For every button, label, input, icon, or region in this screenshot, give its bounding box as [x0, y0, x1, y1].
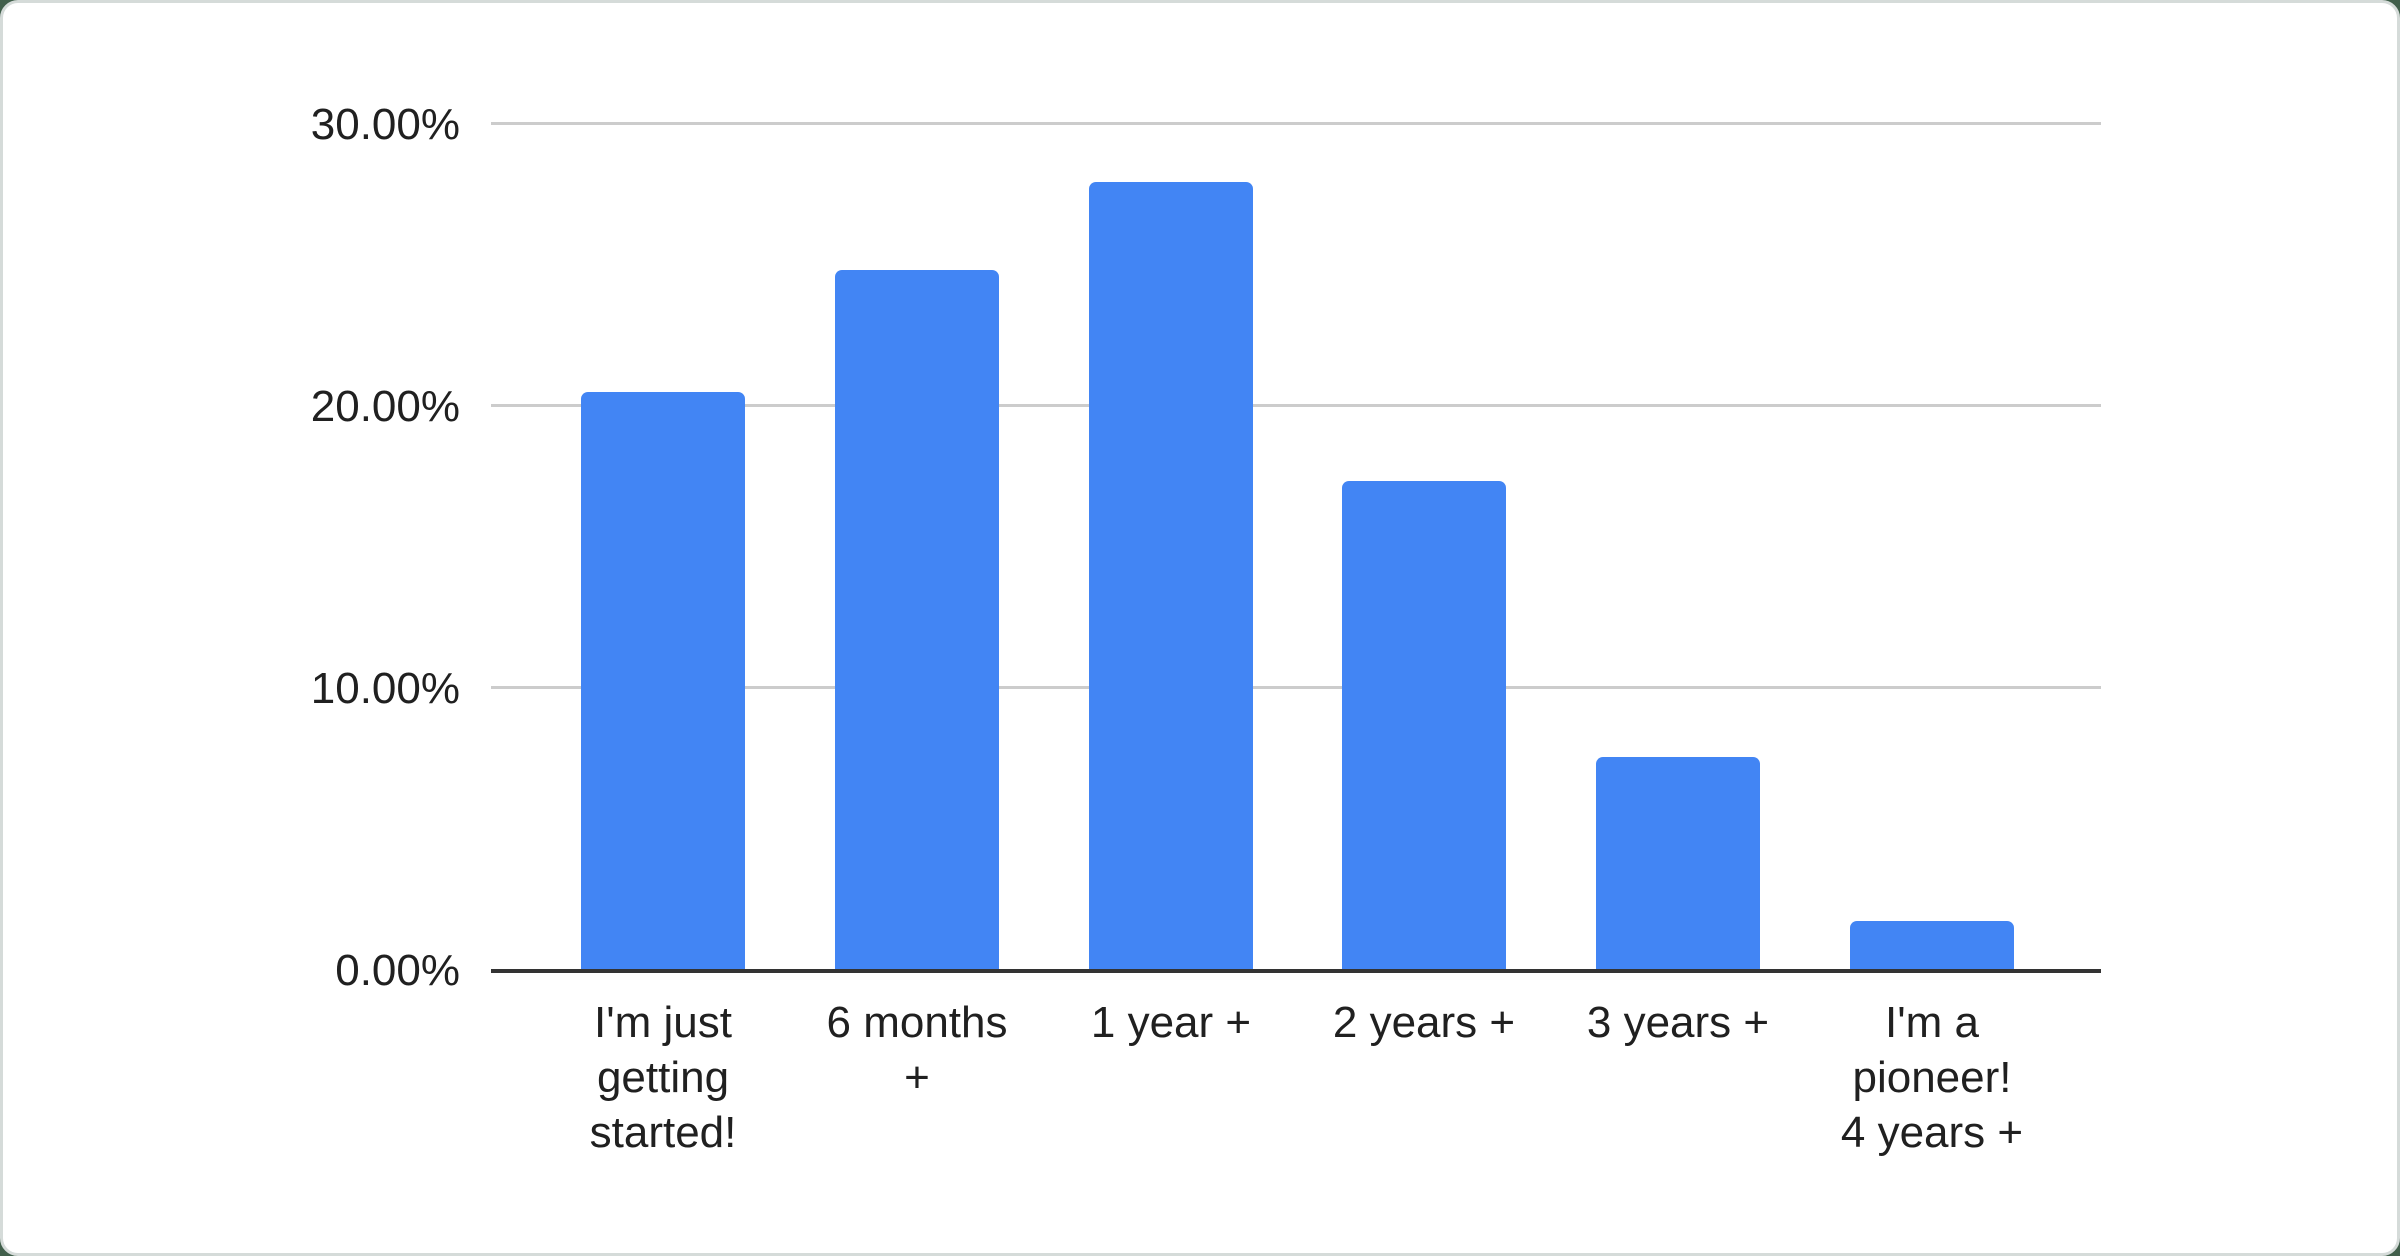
bar-2-years[interactable] — [1342, 481, 1506, 969]
y-tick-label: 20.00% — [310, 381, 460, 431]
x-tick-label: I'm a pioneer! 4 years + — [1840, 998, 2024, 1157]
x-axis-line — [491, 969, 2101, 973]
bar-6-months[interactable] — [835, 270, 999, 969]
bar-i-m-just-getting-started[interactable] — [581, 392, 745, 969]
bar-chart: 0.00% 10.00% 20.00% 30.00% I'm just getting s… — [3, 3, 2397, 1253]
y-tick-label: 10.00% — [310, 663, 460, 713]
gridline — [491, 403, 2101, 407]
x-tick-label: 1 year + — [1090, 998, 1252, 1047]
x-tick-label: I'm just getting started! — [589, 998, 737, 1157]
bar-i-m-a-pioneer-4-years[interactable] — [1850, 921, 2014, 969]
bar-1-year[interactable] — [1089, 182, 1253, 969]
gridline — [491, 121, 2101, 125]
x-tick-label: 2 years + — [1332, 998, 1516, 1047]
x-tick-label: 3 years + — [1586, 998, 1770, 1047]
y-tick-label: 0.00% — [335, 945, 460, 995]
x-tick-label: 6 months + — [826, 998, 1008, 1102]
y-tick-label: 30.00% — [310, 99, 460, 149]
gridline — [491, 685, 2101, 689]
bar-3-years[interactable] — [1596, 757, 1760, 969]
